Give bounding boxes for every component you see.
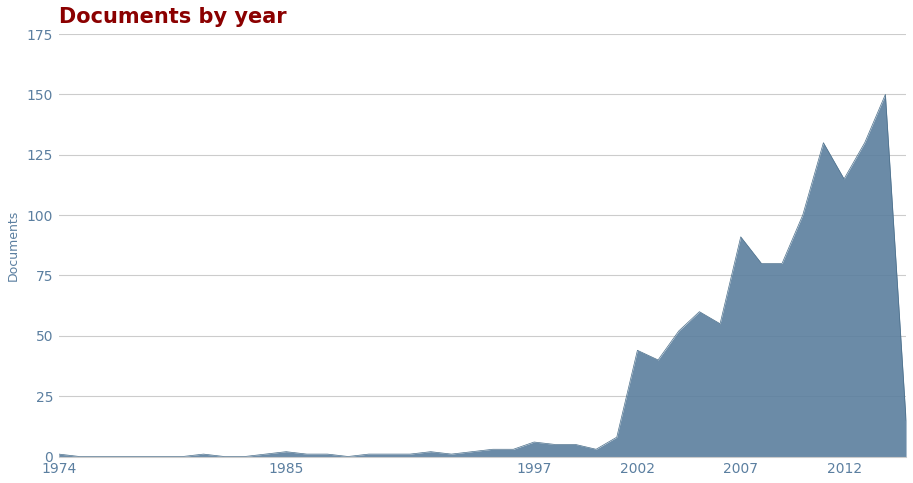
Text: Documents by year: Documents by year: [58, 7, 287, 27]
Y-axis label: Documents: Documents: [7, 210, 20, 281]
